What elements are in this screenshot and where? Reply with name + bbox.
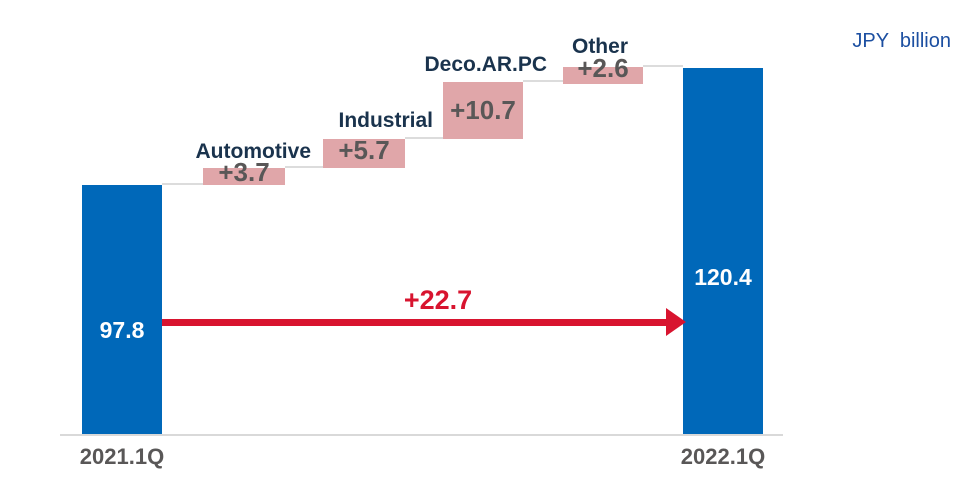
total-change-value: +22.7 bbox=[403, 285, 473, 315]
end-total-value: 120.4 bbox=[694, 264, 752, 290]
bar-industrial-delta bbox=[323, 139, 405, 168]
bar-automotive-delta bbox=[203, 168, 285, 185]
x-tick-2022-1q: 2022.1Q bbox=[680, 444, 766, 469]
start-total-value: 97.8 bbox=[99, 317, 145, 343]
unit-label: JPY billion bbox=[852, 30, 951, 52]
delta-value-automotive: +3.7 bbox=[218, 157, 270, 187]
connector-line bbox=[643, 65, 683, 67]
bar-2022-1q bbox=[683, 68, 763, 435]
delta-value-industrial: +5.7 bbox=[338, 135, 390, 165]
delta-value-deco-ar-pc: +10.7 bbox=[450, 95, 516, 125]
category-label-industrial: Industrial bbox=[338, 109, 433, 132]
x-tick-2021-1q: 2021.1Q bbox=[79, 444, 165, 469]
category-label-other: Other bbox=[571, 35, 628, 58]
bar-other-delta bbox=[563, 67, 643, 84]
change-arrow-line bbox=[162, 319, 668, 326]
change-arrow-head-icon bbox=[666, 308, 686, 336]
connector-line bbox=[285, 166, 323, 168]
connector-line bbox=[405, 137, 443, 139]
delta-value-other: +2.6 bbox=[577, 53, 629, 83]
connector-line bbox=[162, 183, 203, 185]
connector-line bbox=[523, 80, 563, 82]
category-label-automotive: Automotive bbox=[195, 140, 312, 163]
bar-deco-ar-pc-delta bbox=[443, 82, 523, 139]
x-axis-line bbox=[60, 434, 783, 436]
bar-2021-1q bbox=[82, 185, 162, 435]
category-label-deco-ar-pc: Deco.AR.PC bbox=[424, 53, 547, 76]
